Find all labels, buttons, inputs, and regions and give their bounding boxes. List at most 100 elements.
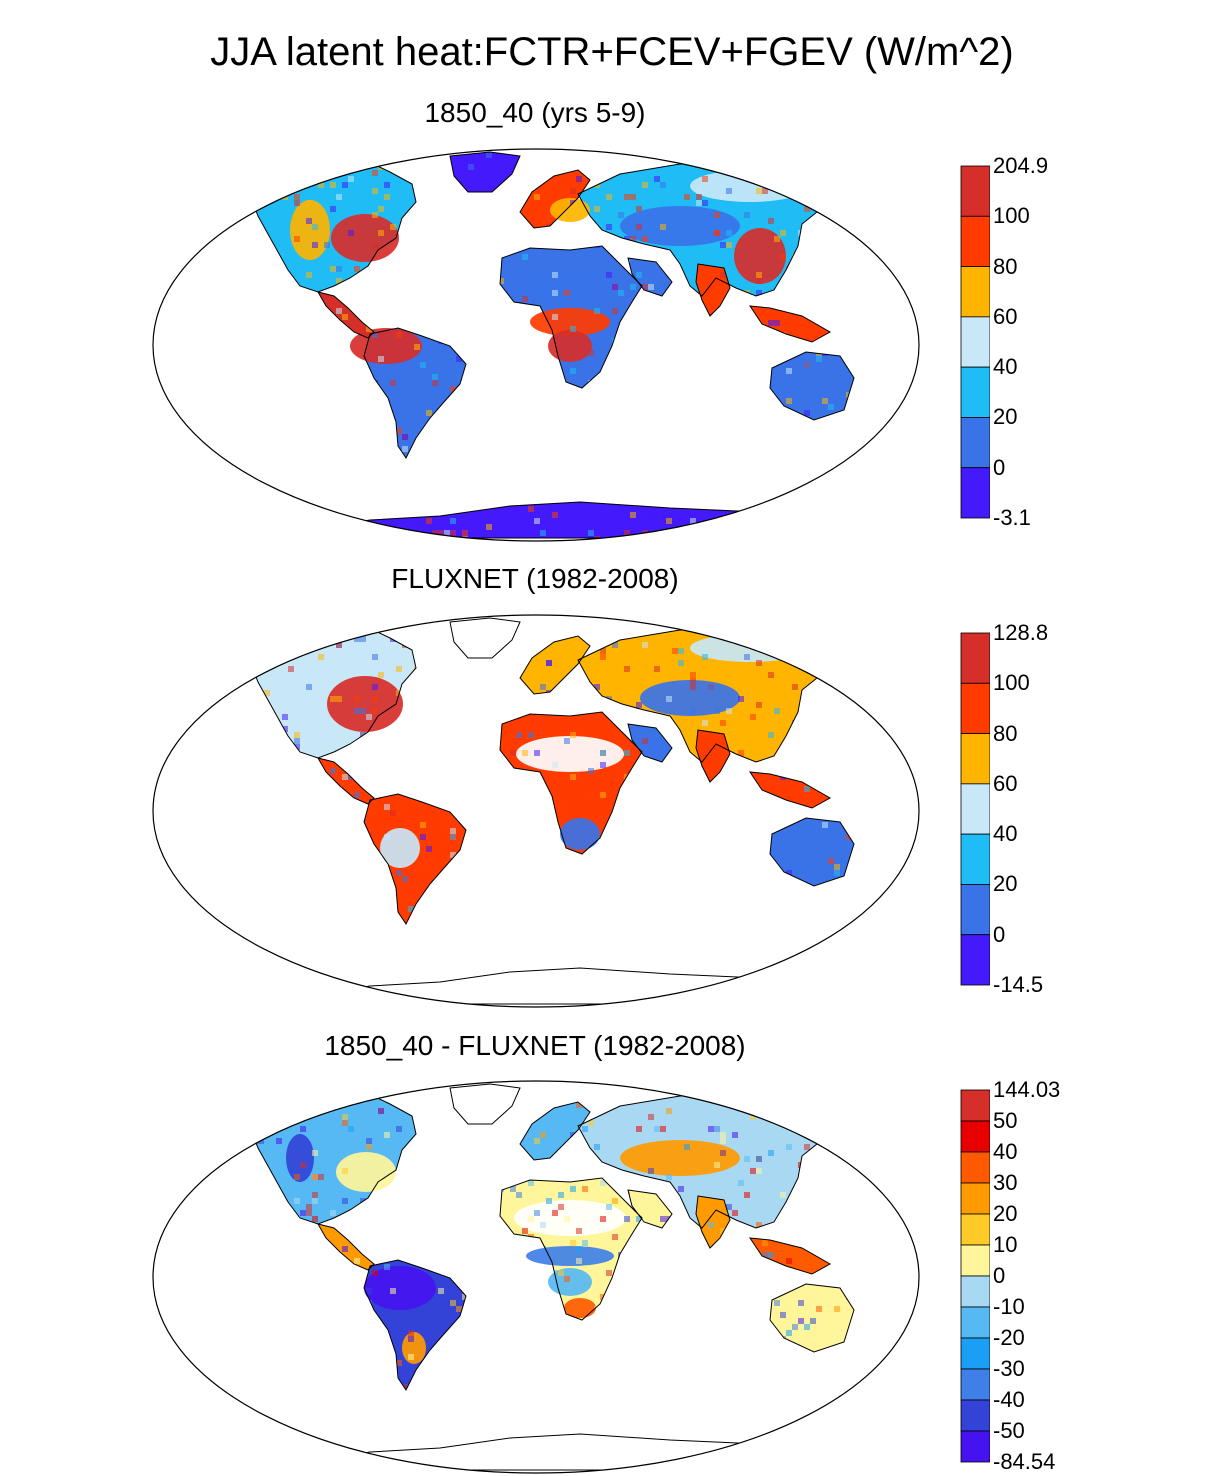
coastline-arabia bbox=[627, 257, 673, 297]
east-us-patch bbox=[336, 1152, 396, 1192]
west-us-patch bbox=[290, 200, 330, 260]
rockies-patch bbox=[286, 1134, 314, 1182]
land-australia bbox=[770, 818, 854, 886]
colorbar-label: 0 bbox=[993, 1263, 1006, 1288]
south-africa-patch bbox=[560, 818, 600, 850]
land-seasia bbox=[750, 1238, 830, 1274]
sahara-patch bbox=[518, 268, 622, 304]
colorbar-difference bbox=[960, 1089, 990, 1463]
coastline-seasia bbox=[748, 305, 832, 343]
east-asia-patch bbox=[734, 228, 786, 284]
colorbar-swatch bbox=[960, 1120, 990, 1153]
colorbar-swatch bbox=[960, 1182, 990, 1215]
colorbar-swatch bbox=[960, 1275, 990, 1308]
coastline-india bbox=[695, 263, 731, 317]
map-border bbox=[152, 148, 920, 542]
coastline-europe bbox=[519, 1101, 591, 1161]
colorbar-swatch bbox=[960, 833, 990, 885]
colorbar-label: -50 bbox=[993, 1418, 1025, 1443]
colorbar-swatch bbox=[960, 1399, 990, 1432]
colorbar-swatch bbox=[960, 1151, 990, 1184]
coastline-europe bbox=[519, 169, 591, 229]
colorbar-swatch bbox=[960, 1368, 990, 1401]
coastline-greenland bbox=[449, 151, 521, 193]
colorbar-label: 20 bbox=[993, 871, 1018, 897]
colorbar-label: -3.1 bbox=[993, 505, 1031, 530]
colorbar-label: 144.03 bbox=[993, 1077, 1061, 1102]
colorbar-swatch bbox=[960, 266, 990, 318]
panel-title-difference: 1850_40 - FLUXNET (1982-2008) bbox=[324, 1030, 746, 1061]
central-asia-patch bbox=[640, 680, 740, 716]
colorbar-label: 20 bbox=[993, 404, 1018, 430]
land-europe bbox=[520, 170, 590, 228]
sahel-patch bbox=[530, 308, 610, 336]
colorbar-label: 128.8 bbox=[993, 620, 1049, 645]
colorbar-swatch bbox=[960, 682, 990, 734]
land-arabia bbox=[628, 258, 672, 296]
land-greenland bbox=[450, 1084, 520, 1124]
coastline-india bbox=[695, 1195, 731, 1249]
colorbar-swatch bbox=[960, 934, 990, 986]
coastline-samerica bbox=[363, 1259, 467, 1391]
south-africa-patch bbox=[564, 1298, 596, 1318]
land-seasia bbox=[750, 306, 830, 342]
colorbar-swatch bbox=[960, 1306, 990, 1339]
colorbar-label: 60 bbox=[993, 303, 1018, 329]
sahara-patch bbox=[516, 736, 624, 772]
amazon-north-patch bbox=[350, 328, 422, 364]
panel-title-model: 1850_40 (yrs 5-9) bbox=[424, 97, 646, 128]
colorbar-label: -14.5 bbox=[993, 972, 1044, 997]
east-us-patch bbox=[331, 214, 399, 262]
colorbar-swatch bbox=[960, 1337, 990, 1370]
world-map-model bbox=[152, 148, 920, 542]
coastline-australia bbox=[769, 817, 855, 887]
coastline-seasia bbox=[748, 771, 832, 809]
colorbar-label: -84.54 bbox=[993, 1449, 1056, 1474]
colorbar-label: 100 bbox=[993, 203, 1030, 229]
colorbar-label: 100 bbox=[993, 670, 1030, 696]
map-border bbox=[152, 614, 920, 1008]
land-arabia bbox=[628, 724, 672, 762]
colorbar-swatch bbox=[960, 467, 990, 519]
coastline-australia bbox=[769, 351, 855, 421]
colorbar-label: 60 bbox=[993, 770, 1018, 796]
colorbar-swatch bbox=[960, 884, 990, 936]
colorbar-swatch bbox=[960, 1089, 990, 1122]
colorbar-label: 40 bbox=[993, 821, 1018, 847]
coastline-greenland bbox=[449, 1083, 521, 1125]
colorbar-swatch bbox=[960, 1430, 990, 1463]
colorbar-label: 10 bbox=[993, 1232, 1018, 1257]
colorbar-swatch bbox=[960, 165, 990, 217]
colorbar-swatch bbox=[960, 417, 990, 469]
colorbar-swatch bbox=[960, 783, 990, 835]
congo-patch bbox=[548, 330, 592, 362]
amazon-patch bbox=[364, 1266, 436, 1310]
colorbar-swatch bbox=[960, 632, 990, 684]
colorbar-label: 40 bbox=[993, 1139, 1018, 1164]
colorbar-label: 80 bbox=[993, 720, 1018, 746]
coastline-europe bbox=[519, 635, 591, 695]
coastline-camerica bbox=[316, 1223, 375, 1271]
colorbar-swatch bbox=[960, 316, 990, 368]
panel-title-observation: FLUXNET (1982-2008) bbox=[391, 563, 679, 594]
colorbar-label: -30 bbox=[993, 1356, 1025, 1381]
colorbar-label: -40 bbox=[993, 1387, 1025, 1412]
colorbar-swatch bbox=[960, 733, 990, 785]
coastline-africa bbox=[499, 1177, 643, 1321]
land-europe bbox=[520, 636, 590, 694]
coastline-arabia bbox=[627, 1189, 673, 1229]
colorbar-swatch bbox=[960, 215, 990, 267]
coastline-arabia bbox=[627, 723, 673, 763]
colorbar-label: 40 bbox=[993, 354, 1018, 380]
coastline-seasia bbox=[748, 1237, 832, 1275]
colorbar-label: 0 bbox=[993, 454, 1006, 480]
colorbar-label: -20 bbox=[993, 1325, 1025, 1350]
coastline-greenland bbox=[449, 617, 521, 659]
colorbar-label: 50 bbox=[993, 1108, 1018, 1133]
land-camerica bbox=[318, 758, 374, 804]
land-namerica bbox=[248, 1090, 416, 1224]
world-map-difference bbox=[152, 1080, 920, 1474]
colorbar-label: 204.9 bbox=[993, 153, 1049, 178]
world-map-observation bbox=[152, 614, 920, 1008]
coastline-camerica bbox=[316, 757, 375, 805]
